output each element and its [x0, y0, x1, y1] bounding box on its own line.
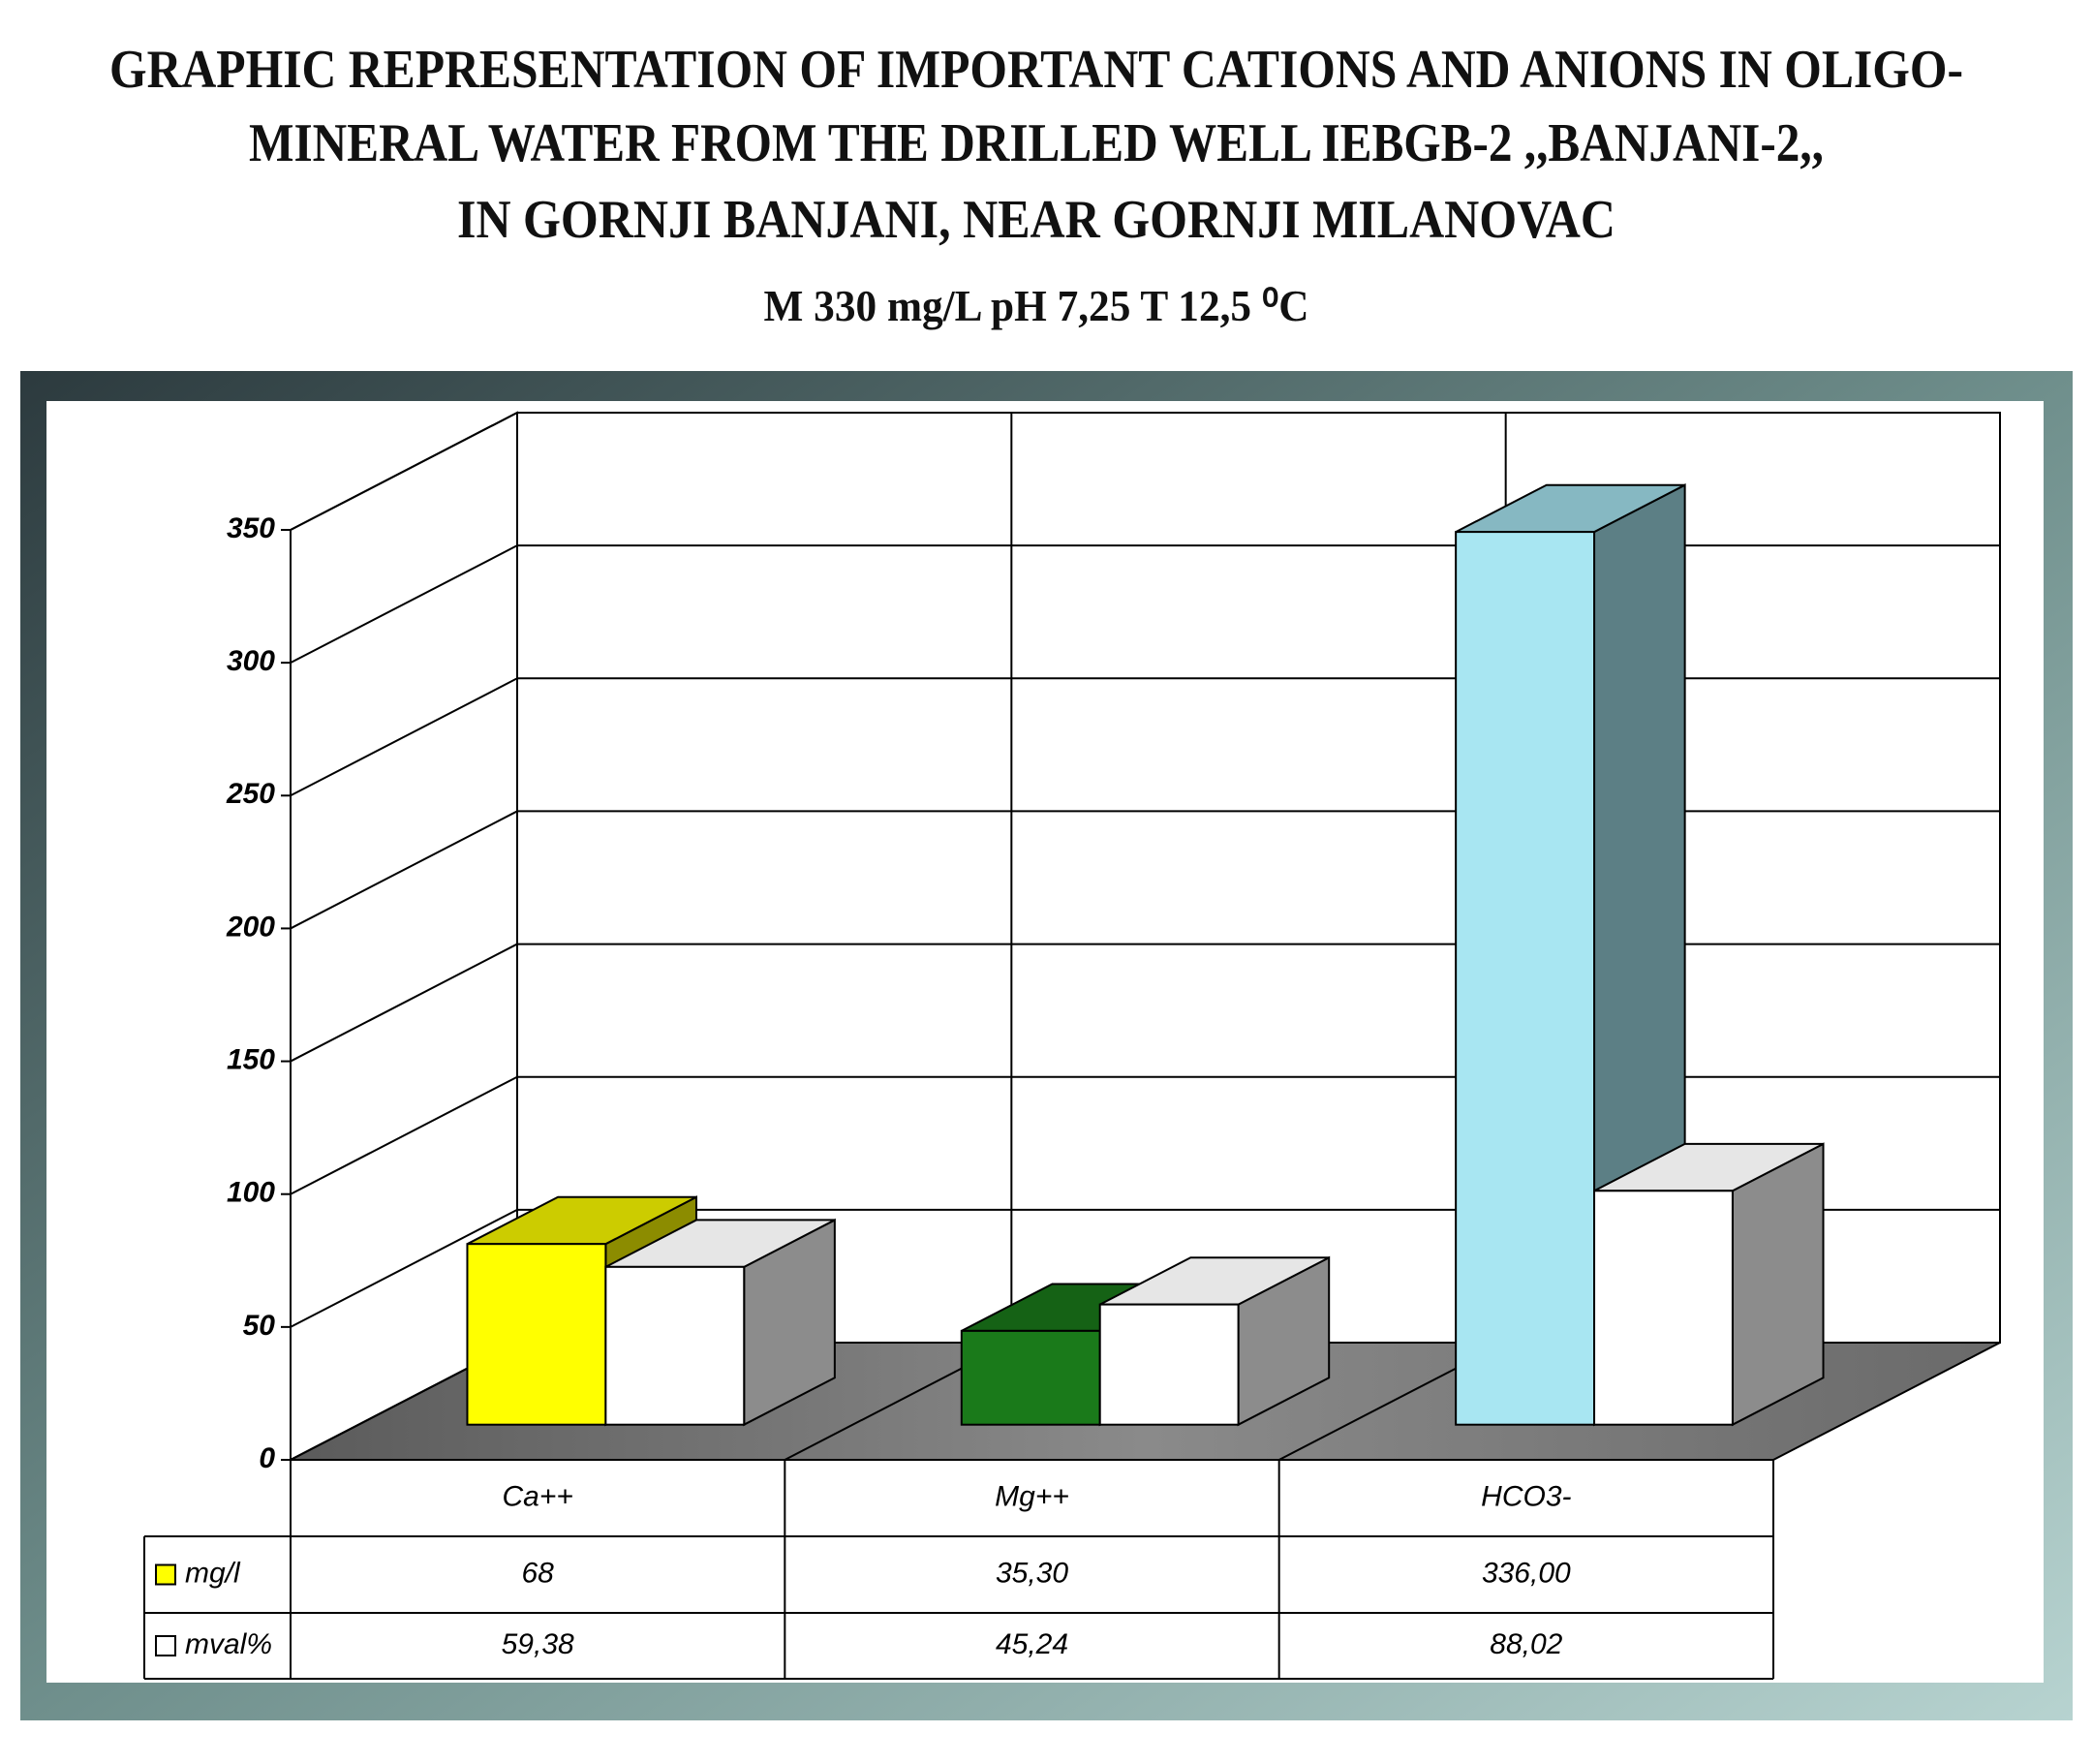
- bar: [1593, 1190, 1734, 1426]
- grid-line: [290, 1075, 518, 1195]
- grid-line: [290, 810, 518, 930]
- bar-side: [1731, 1142, 1825, 1427]
- y-tick-label: 150: [227, 1043, 275, 1075]
- legend-key: [155, 1635, 176, 1656]
- y-tick-label: 50: [243, 1310, 276, 1342]
- grid-line: [290, 943, 518, 1063]
- chart-title: MINERAL WATER FROM THE DRILLED WELL IEBG…: [249, 113, 1824, 173]
- y-tick-label: 0: [259, 1442, 275, 1474]
- y-tick-label: 100: [227, 1177, 275, 1209]
- value-label: 68: [521, 1557, 554, 1589]
- bar: [960, 1329, 1101, 1426]
- bar: [604, 1265, 746, 1426]
- grid-line: [290, 677, 518, 797]
- y-tick-label: 250: [226, 778, 275, 810]
- chart-subtitle: M 330 mg/L pH 7,25 T 12,5 ⁰C: [764, 281, 1309, 330]
- x-tick-label: Mg++: [995, 1480, 1069, 1512]
- x-tick-label: Ca++: [502, 1480, 572, 1512]
- x-tick-label: HCO3-: [1481, 1480, 1571, 1512]
- legend-key: [155, 1563, 176, 1586]
- legend-label: mg/l: [185, 1557, 241, 1589]
- bar: [466, 1243, 607, 1426]
- bar: [1098, 1303, 1240, 1426]
- chart-title: IN GORNJI BANJANI, NEAR GORNJI MILANOVAC: [457, 190, 1615, 250]
- plot-area: 0 50 100 150 200 250 300 350 Ca++ Mg++ HCO3- mg/l 68…: [143, 411, 2001, 1680]
- value-label: 59,38: [502, 1628, 574, 1660]
- value-label: 35,30: [996, 1557, 1068, 1589]
- grid-line: [290, 1208, 518, 1328]
- value-label: 336,00: [1482, 1557, 1571, 1589]
- value-label: 45,24: [996, 1628, 1068, 1660]
- grid-line: [290, 412, 518, 531]
- value-label: 88,02: [1490, 1628, 1562, 1660]
- bar: [1455, 531, 1596, 1426]
- legend-label: mval%: [185, 1628, 272, 1660]
- y-tick-label: 350: [227, 512, 275, 544]
- y-tick-label: 200: [226, 911, 275, 943]
- chart-title: GRAPHIC REPRESENTATION OF IMPORTANT CATI…: [109, 40, 1963, 100]
- y-tick-label: 300: [227, 645, 275, 677]
- grid-line: [290, 544, 518, 665]
